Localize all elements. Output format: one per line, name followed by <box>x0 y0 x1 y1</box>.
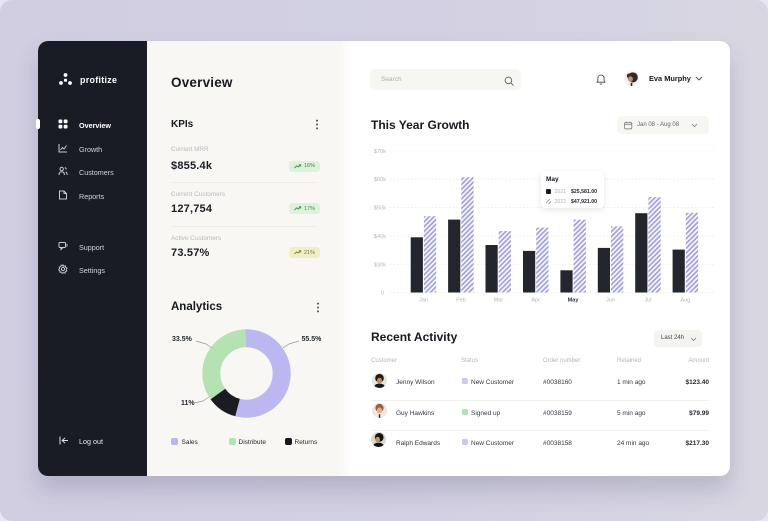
svg-text:0: 0 <box>381 291 384 297</box>
svg-text:$40k: $40k <box>374 234 386 240</box>
svg-text:$60k: $60k <box>374 177 386 183</box>
svg-text:$30k: $30k <box>374 262 386 268</box>
svg-text:$50k: $50k <box>374 206 386 212</box>
svg-text:Jul: Jul <box>644 298 651 304</box>
svg-text:Aug: Aug <box>680 298 690 304</box>
svg-text:Apr: Apr <box>531 298 540 304</box>
svg-text:Feb: Feb <box>456 298 466 304</box>
svg-text:Mar: Mar <box>493 298 503 304</box>
svg-text:Jun: Jun <box>606 298 615 304</box>
svg-text:$70k: $70k <box>374 149 386 155</box>
svg-text:Jan: Jan <box>419 298 428 304</box>
svg-text:May: May <box>568 298 580 304</box>
